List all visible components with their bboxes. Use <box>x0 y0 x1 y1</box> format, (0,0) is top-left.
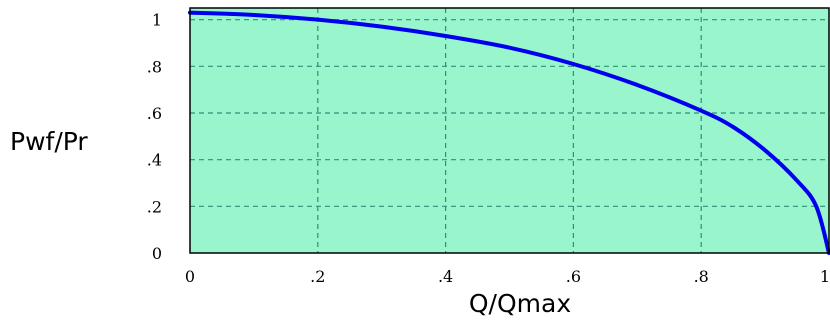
x-tick-label: .2 <box>310 267 325 286</box>
x-tick-labels: 0 .2 .4 .6 .8 1 <box>185 267 830 286</box>
series-line <box>188 10 830 255</box>
axis-frame <box>189 7 830 254</box>
x-tick-label: .4 <box>438 267 453 286</box>
y-tick-label: 1 <box>152 11 162 30</box>
y-axis-title: Pwf/Pr <box>10 127 88 156</box>
y-tick-label: .6 <box>147 104 162 123</box>
x-tick-label: .8 <box>694 267 709 286</box>
grid-lines <box>190 8 829 253</box>
x-tick-label: 1 <box>820 267 830 286</box>
y-tick-label: 0 <box>152 244 162 263</box>
plot-border <box>189 7 830 254</box>
y-tick-label: .8 <box>147 57 162 76</box>
y-tick-labels: 0 .2 .4 .6 .8 1 <box>147 11 162 263</box>
x-tick-label: .6 <box>566 267 581 286</box>
plot-area <box>190 8 829 253</box>
x-axis-title: Q/Qmax <box>469 289 571 318</box>
y-tick-label: .4 <box>147 151 162 170</box>
x-tick-label: 0 <box>185 267 195 286</box>
y-tick-label: .2 <box>147 197 162 216</box>
